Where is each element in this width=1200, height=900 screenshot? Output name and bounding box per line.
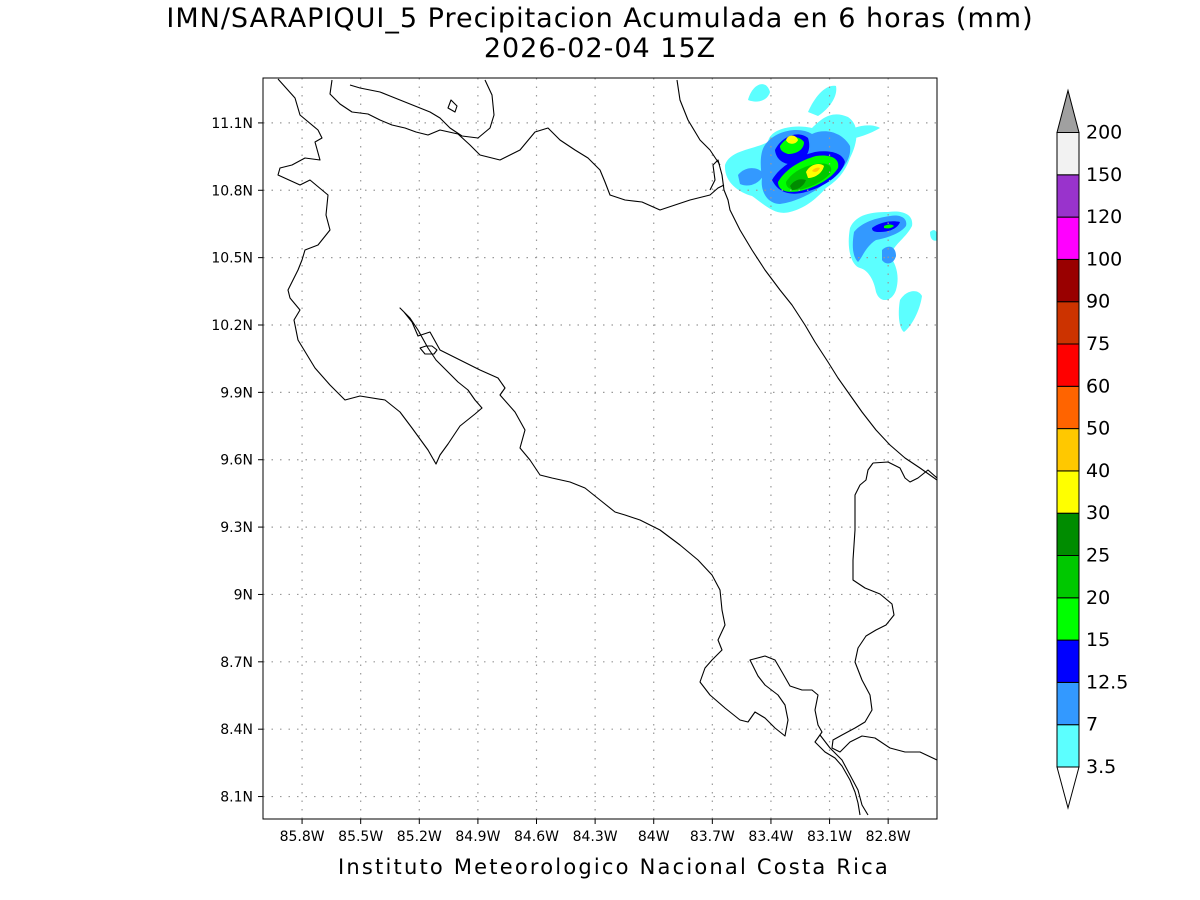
colorbar-swatch bbox=[1056, 385, 1080, 430]
plot-frame bbox=[262, 77, 938, 820]
colorbar-label: 25 bbox=[1086, 545, 1110, 567]
colorbar-swatch bbox=[1056, 597, 1080, 641]
colorbar-swatch bbox=[1056, 512, 1080, 557]
lat-axis: 11.1N 10.8N 10.5N 10.2N 9.9N 9.6N 9.3N 9N 8.7N 8.… bbox=[211, 116, 263, 806]
precip-contour bbox=[748, 84, 770, 102]
precip-contour bbox=[786, 135, 798, 144]
lon-tick-label: 84.6W bbox=[514, 829, 559, 845]
coastline-segment bbox=[831, 462, 937, 761]
precip-contour bbox=[780, 137, 804, 154]
colorbar-label: 20 bbox=[1086, 587, 1110, 609]
lon-tick-label: 85.2W bbox=[397, 829, 442, 845]
lat-tick-label: 10.8N bbox=[211, 183, 253, 199]
lat-tick-label: 9N bbox=[234, 587, 253, 603]
lon-tick-label: 84.3W bbox=[573, 829, 618, 845]
colorbar-swatch bbox=[1056, 301, 1080, 345]
precip-contour bbox=[790, 179, 806, 190]
precip-contour bbox=[898, 291, 922, 332]
lat-tick-label: 9.3N bbox=[220, 520, 253, 536]
lon-tick-label: 83.4W bbox=[748, 829, 793, 845]
colorbar-label: 200 bbox=[1086, 122, 1122, 144]
precip-contour bbox=[808, 85, 837, 116]
colorbar-swatch bbox=[1056, 428, 1080, 472]
colorbar-label: 150 bbox=[1086, 164, 1122, 186]
precip-contour bbox=[930, 230, 937, 241]
coastline-segment bbox=[709, 159, 937, 481]
colorbar-label: 12.5 bbox=[1086, 671, 1128, 693]
coastline-segment bbox=[676, 79, 721, 166]
lon-tick-label: 83.7W bbox=[690, 829, 735, 845]
lon-tick-label: 85.8W bbox=[280, 829, 325, 845]
colorbar-swatch bbox=[1056, 258, 1080, 303]
map-title: IMN/SARAPIQUI_5 Precipitacion Acumulada … bbox=[166, 3, 1034, 34]
lon-tick-label: 84W bbox=[638, 829, 670, 845]
coastline-segment bbox=[819, 734, 869, 816]
colorbar-swatch bbox=[1056, 132, 1080, 176]
colorbar-label: 60 bbox=[1086, 375, 1110, 397]
precip-contour bbox=[884, 224, 894, 229]
coastline-segment bbox=[447, 99, 458, 113]
colorbar-swatch bbox=[1056, 174, 1080, 218]
colorbar-label: 7 bbox=[1086, 714, 1098, 736]
coastline-segment bbox=[329, 79, 725, 211]
colorbar-over-arrow bbox=[1056, 88, 1080, 133]
lon-tick-label: 85.5W bbox=[338, 829, 383, 845]
lat-tick-label: 9.9N bbox=[220, 385, 253, 401]
map-datetime: 2026-02-04 15Z bbox=[483, 33, 717, 64]
lat-tick-label: 8.7N bbox=[220, 655, 253, 671]
precip-contour bbox=[846, 125, 880, 140]
coastline bbox=[277, 78, 937, 816]
precipitation-field bbox=[724, 84, 937, 332]
coastline-segment bbox=[277, 78, 861, 816]
colorbar-label: 100 bbox=[1086, 248, 1122, 270]
precip-contour bbox=[882, 246, 896, 264]
colorbar-swatch bbox=[1056, 555, 1080, 599]
colorbar-label: 120 bbox=[1086, 206, 1122, 228]
colorbar-label: 3.5 bbox=[1086, 756, 1116, 778]
colorbar-swatch bbox=[1056, 724, 1080, 768]
colorbar-swatch bbox=[1056, 681, 1080, 726]
lat-tick-label: 8.4N bbox=[220, 722, 253, 738]
colorbar-label: 90 bbox=[1086, 291, 1110, 313]
lon-axis: 85.8W 85.5W 85.2W 84.9W 84.6W 84.3W 84W 83.7W 83… bbox=[280, 819, 911, 845]
coastline-segment bbox=[349, 79, 495, 139]
colorbar-swatch bbox=[1056, 470, 1080, 514]
precip-contour bbox=[812, 167, 820, 172]
lat-lon-grid bbox=[263, 78, 937, 819]
lat-tick-label: 11.1N bbox=[211, 116, 253, 132]
colorbar-label: 30 bbox=[1086, 502, 1110, 524]
lat-tick-label: 8.1N bbox=[220, 790, 253, 806]
colorbar-label: 50 bbox=[1086, 418, 1110, 440]
colorbar-legend: 3.5 7 12.5 15 20 25 30 40 50 60 75 90 100 120 150 200 bbox=[1056, 88, 1128, 810]
lon-tick-label: 82.8W bbox=[866, 829, 911, 845]
colorbar-under-arrow bbox=[1056, 766, 1080, 810]
coastline-segment bbox=[419, 345, 438, 355]
lat-tick-label: 9.6N bbox=[220, 453, 253, 469]
lat-tick-label: 10.5N bbox=[211, 251, 253, 267]
colorbar-swatch bbox=[1056, 639, 1080, 683]
lon-tick-label: 83.1W bbox=[807, 829, 852, 845]
colorbar-label: 40 bbox=[1086, 460, 1110, 482]
colorbar-swatch bbox=[1056, 216, 1080, 260]
lat-tick-label: 10.2N bbox=[211, 318, 253, 334]
colorbar-swatch bbox=[1056, 343, 1080, 387]
footer-credit: Instituto Meteorologico Nacional Costa R… bbox=[338, 855, 890, 879]
coastline-segment bbox=[872, 461, 937, 483]
colorbar-label: 75 bbox=[1086, 333, 1110, 355]
colorbar-label: 15 bbox=[1086, 629, 1110, 651]
lon-tick-label: 84.9W bbox=[455, 829, 500, 845]
precip-contour bbox=[738, 168, 764, 186]
